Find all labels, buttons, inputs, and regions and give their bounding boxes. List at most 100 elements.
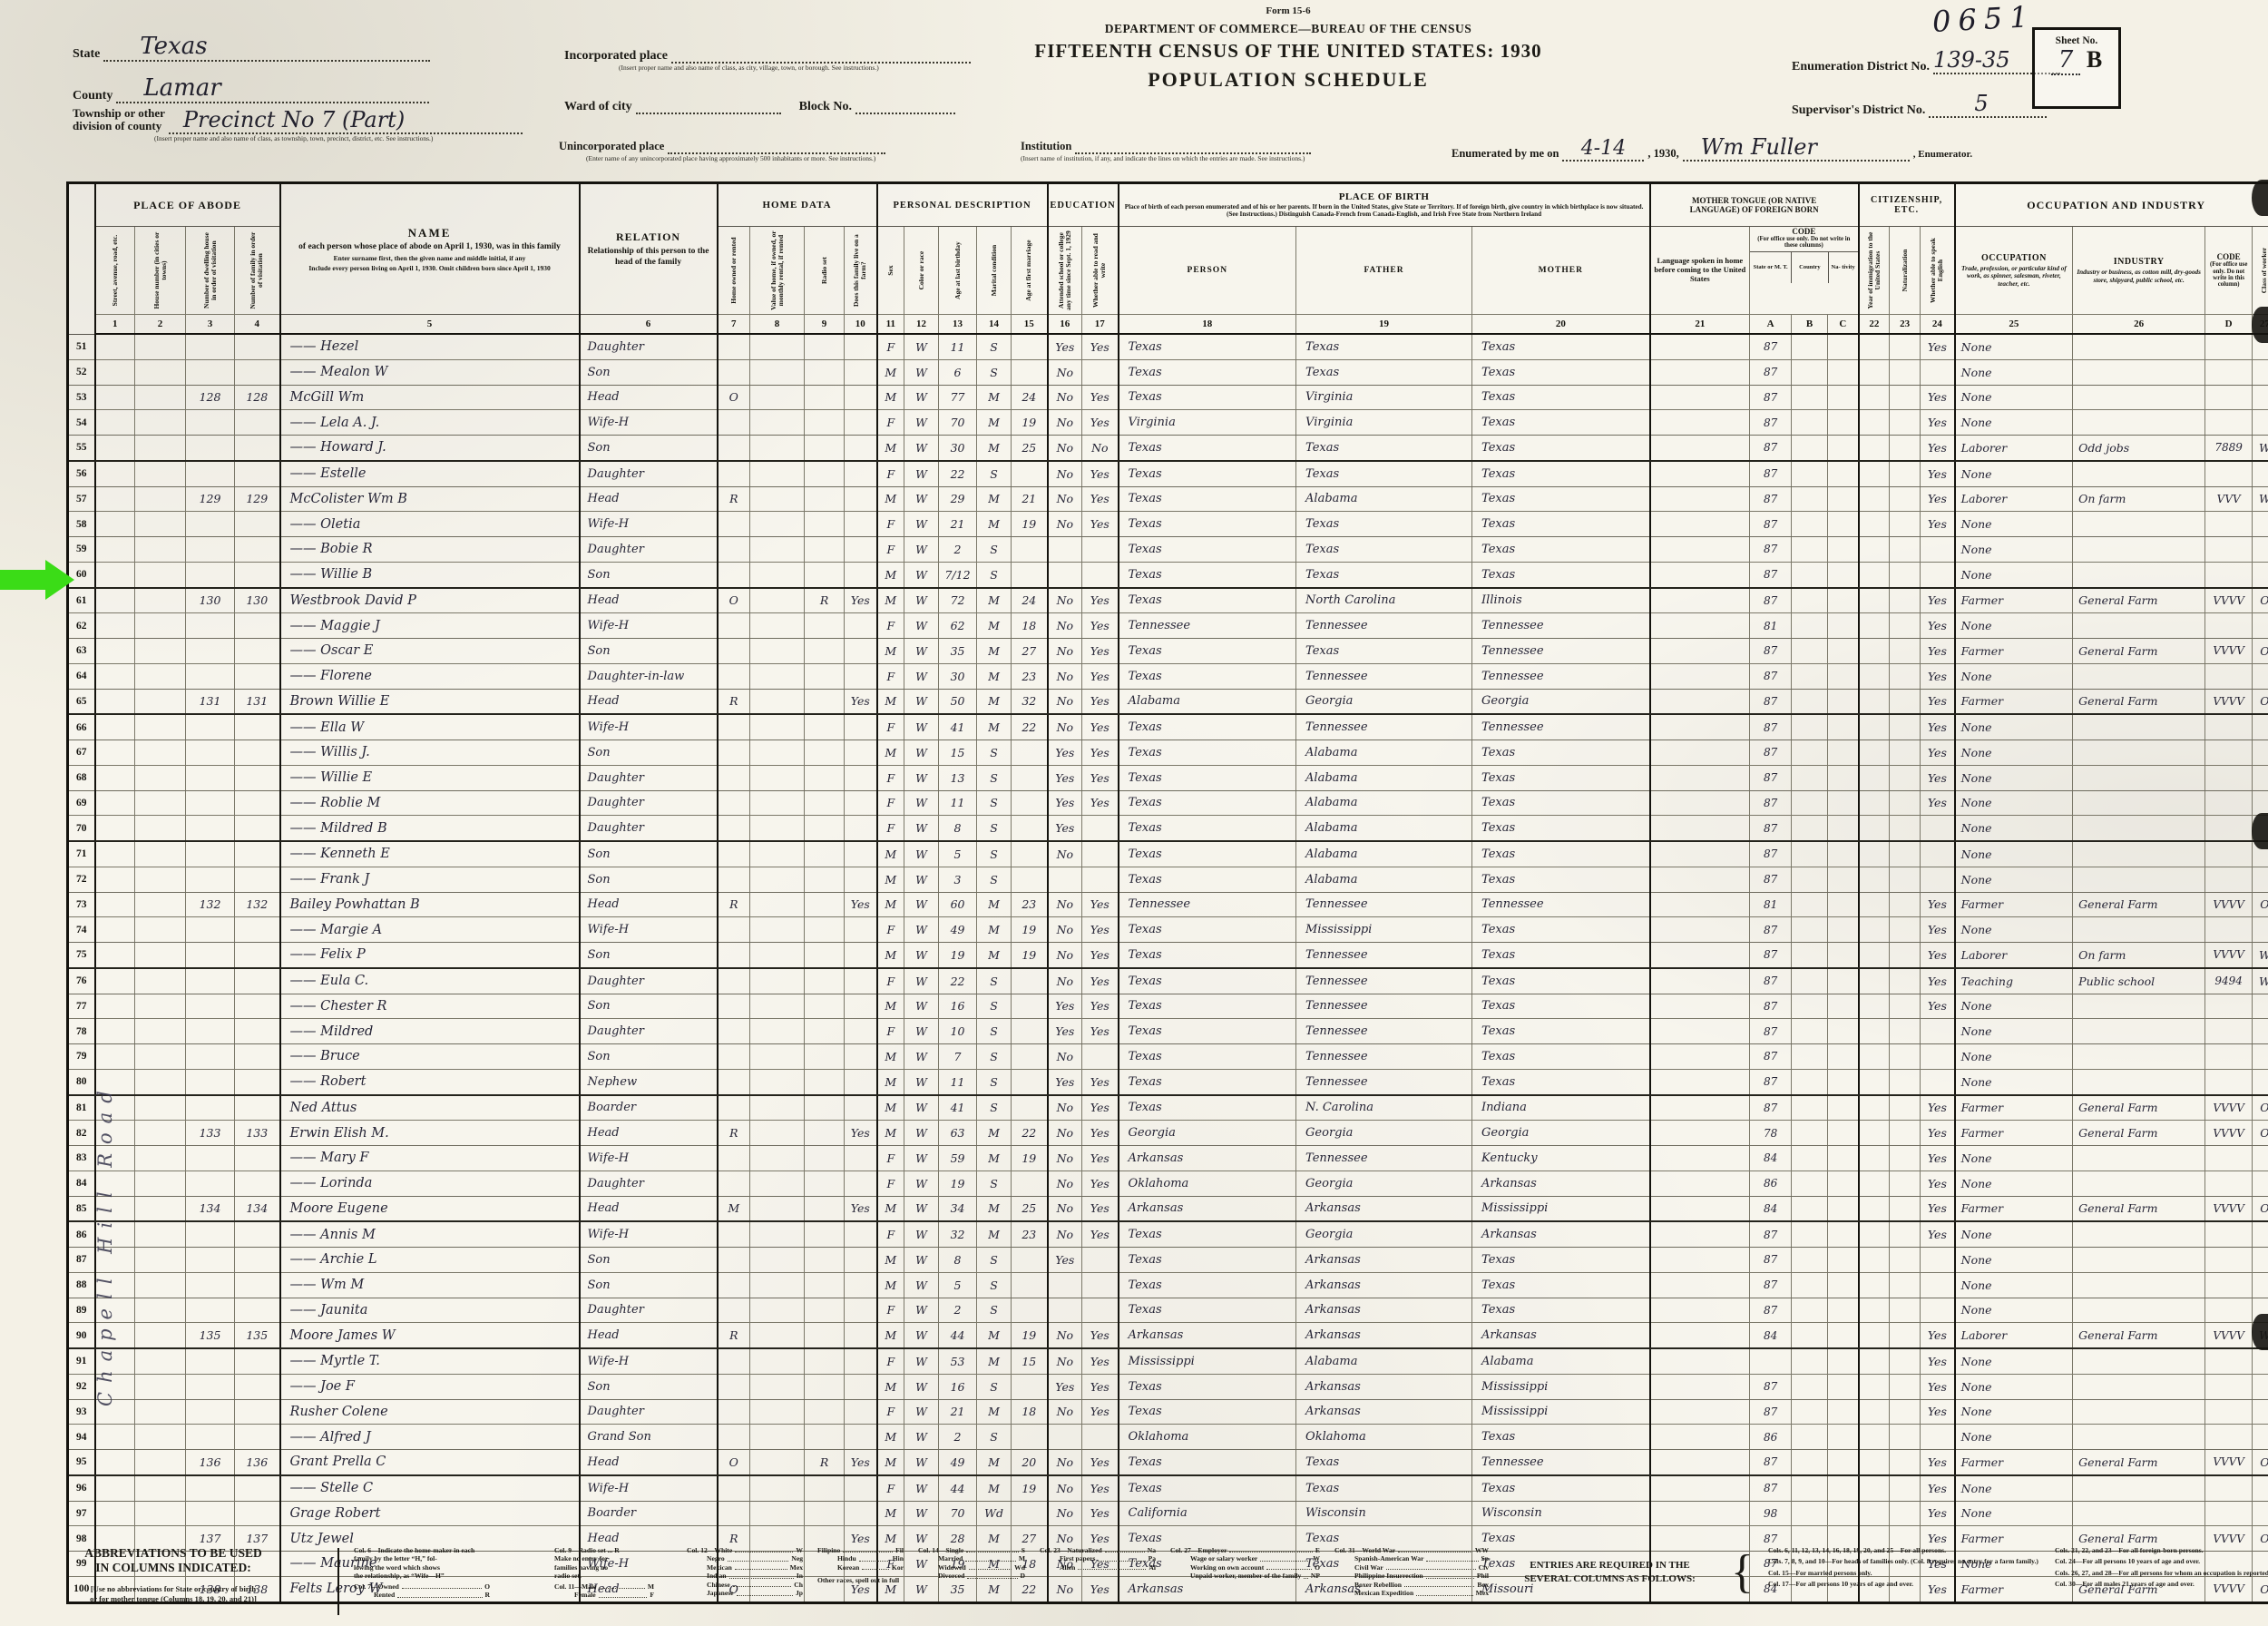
cell-c (1827, 586, 1860, 614)
cell-street (94, 688, 135, 716)
cell-cd: VVVV (2204, 941, 2253, 969)
cell-bpm: Texas (1471, 993, 1651, 1020)
cell-yr (1858, 561, 1891, 589)
cell-street (94, 1448, 135, 1476)
cell-val (749, 1195, 806, 1223)
cell-nat (1889, 384, 1921, 411)
cell-occ: None (1954, 740, 2074, 766)
cell-eng: Yes (1920, 586, 1956, 614)
cell-farm (844, 333, 878, 360)
cell-rw: Yes (1081, 1347, 1119, 1375)
cell-sch: No (1047, 1322, 1083, 1350)
cell-n: 90 (67, 1322, 96, 1350)
person-row-67: 67 —— Willis J. Son M W 15 S Yes Yes Texas Alabama… (67, 740, 2268, 766)
cell-c (1827, 1373, 1860, 1400)
cell-a: 87 (1749, 713, 1793, 741)
cell-race: W (904, 789, 940, 817)
cell-sex: M (876, 840, 905, 867)
cell-h (134, 1297, 186, 1324)
cell-val (749, 409, 806, 436)
cell-sch: Yes (1047, 789, 1083, 817)
cell-b (1791, 485, 1829, 513)
cell-rel: Head (579, 1195, 719, 1223)
cell-b (1791, 967, 1829, 994)
cell-own: R (717, 1120, 751, 1146)
cell-sch: Yes (1047, 993, 1083, 1020)
cell-am: 18 (1011, 1398, 1049, 1425)
cell-nat (1889, 409, 1921, 436)
cell-own: M (717, 1195, 751, 1223)
cell-bpm: Texas (1471, 536, 1651, 563)
cell-ind: General Farm (2072, 1575, 2206, 1603)
cell-nat (1889, 1068, 1921, 1096)
cell-h (134, 1271, 186, 1298)
cell-sex: M (876, 1043, 905, 1070)
column-number-20: 20 (1471, 314, 1651, 335)
group-place-of-birth: PLACE OF BIRTH Place of birth of each pe… (1118, 182, 1651, 227)
cell-yr (1858, 993, 1891, 1020)
cell-h (134, 1018, 186, 1044)
cell-n: 72 (67, 866, 96, 893)
cell-age: 11 (938, 333, 978, 360)
abbrev-pair: Widowed Wd (938, 1562, 1025, 1572)
cell-ind: General Farm (2072, 638, 2206, 664)
footnote-line: lowing the word which shows (354, 1562, 440, 1572)
cell-rad (804, 460, 846, 487)
enumeration-date: 4-14 (1580, 137, 1627, 160)
cell-c (1827, 511, 1860, 537)
cell-own (717, 866, 751, 893)
column-number-15: 15 (1011, 314, 1049, 335)
cell-own (717, 1424, 751, 1450)
person-row-98: 98 137 137 Utz Jewel Head R Yes M W 28 M 27 No Yes Tex… (67, 1525, 2268, 1552)
cell-a (1749, 1347, 1793, 1375)
cell-cw (2252, 1018, 2268, 1044)
cell-bp: Texas (1118, 1373, 1297, 1400)
cell-cw: O (2252, 1120, 2268, 1146)
cell-n: 64 (67, 662, 96, 690)
cell-own: O (717, 1448, 751, 1476)
cell-eng: Yes (1920, 612, 1956, 639)
cell-age: 72 (938, 586, 978, 614)
abbrev-pair: Divorced D (938, 1572, 1025, 1581)
cell-cd (2204, 1170, 2253, 1197)
cell-d (185, 1500, 235, 1527)
cell-b (1791, 1448, 1829, 1476)
cell-d: 131 (185, 688, 235, 716)
cell-occ: None (1954, 1271, 2074, 1298)
cell-rad (804, 1068, 846, 1096)
cell-cd (2204, 409, 2253, 436)
cell-sch: No (1047, 1474, 1083, 1502)
cell-rad (804, 662, 846, 690)
cell-rw: Yes (1081, 789, 1119, 817)
cell-rel: Daughter (579, 333, 719, 360)
footnote-line: Cols. 21, 22, and 23—For all foreign-bor… (2054, 1546, 2204, 1554)
abbrev-pair: Spanish-American War Sp (1354, 1554, 1489, 1563)
cell-lang (1649, 1474, 1751, 1502)
col12b-abbrev-block: Filipino Fil Hindu Hin Korean Kor Other races… (817, 1546, 904, 1585)
cell-race: W (904, 638, 940, 664)
abbrev-pair: Col. 11—Male M (554, 1582, 654, 1591)
group-home-data: HOME DATA (717, 182, 878, 227)
cell-h (134, 815, 186, 843)
cell-nat (1889, 612, 1921, 639)
cell-bp: Arkansas (1118, 1145, 1297, 1171)
cell-bpf: Texas (1295, 460, 1473, 487)
cell-mar: S (976, 460, 1012, 487)
cell-b (1791, 840, 1829, 867)
cell-bp: Texas (1118, 916, 1297, 943)
cell-val (749, 1322, 806, 1350)
cell-am (1011, 815, 1049, 843)
cell-f (233, 941, 281, 969)
cell-name: —— Maggie J (279, 612, 581, 639)
cell-rel: Son (579, 1043, 719, 1070)
cell-occ: None (1954, 460, 2074, 487)
cell-bp: Georgia (1118, 1120, 1297, 1146)
cell-cd (2204, 1018, 2253, 1044)
cell-age: 62 (938, 612, 978, 639)
footnote-line: Cols. 7, 8, 9, and 10—For heads of famil… (1767, 1557, 2038, 1566)
col-language: Language spoken in home before coming to… (1649, 226, 1751, 315)
cell-name: —— Roblie M (279, 789, 581, 817)
column-relation-header: RELATION Relationship of this person to … (579, 182, 719, 315)
cell-c (1827, 1398, 1860, 1425)
cell-n: 78 (67, 1018, 96, 1044)
